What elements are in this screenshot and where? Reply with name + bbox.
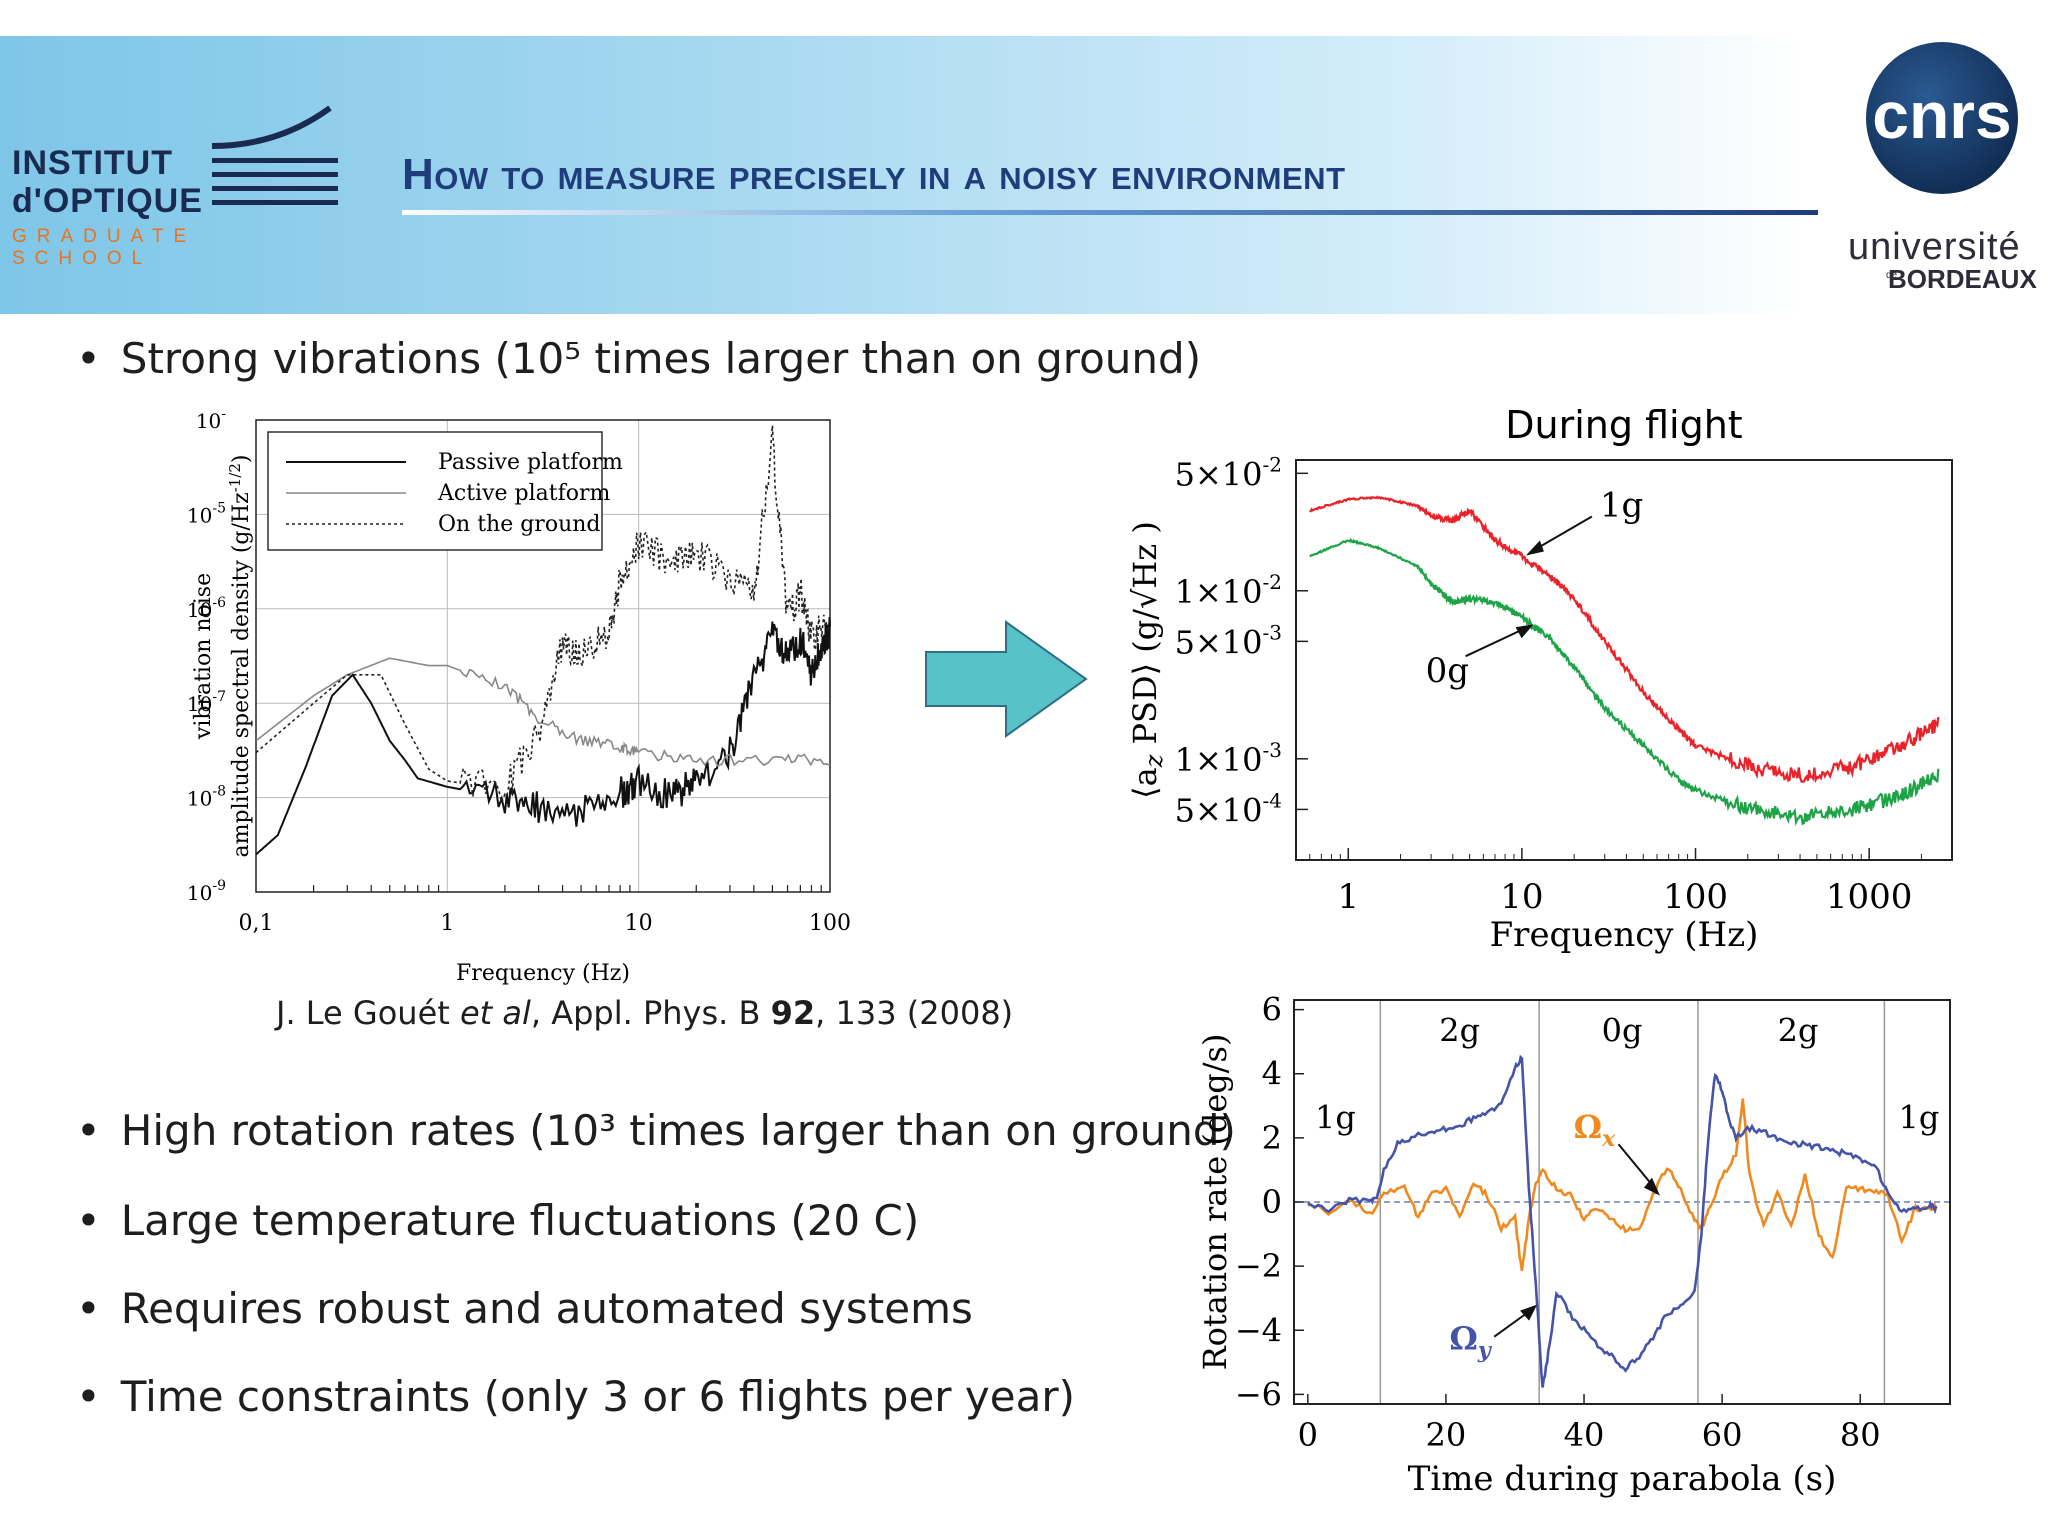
bullet-rotation: • High rotation rates (10³ times larger t… (76, 1106, 1236, 1155)
chart3-phase-label: 0g (1602, 1012, 1643, 1050)
chart2-y-tick-label: 5×10-4 (1175, 788, 1282, 829)
chart2-x-tick-label: 1000 (1826, 877, 1913, 917)
chart1-x-tick-label: 100 (809, 911, 851, 936)
chart2-x-tick-label: 100 (1663, 877, 1728, 917)
chart3-phase-label: 2g (1439, 1012, 1480, 1050)
chart2-axes-frame (1295, 459, 1953, 861)
chart1-y-tick-label: 10-7 (187, 689, 226, 716)
chart3-x-tick-label: 0 (1298, 1416, 1318, 1454)
bullet-vibrations: • Strong vibrations (10⁵ times larger tha… (76, 334, 1202, 383)
chart3-annotation-arrowhead (1643, 1177, 1660, 1196)
chart1-x-tick-label: 10 (625, 911, 653, 936)
chart2-series-1g (1309, 495, 1940, 784)
chart1-series-solid (255, 617, 831, 856)
chart2-annotation-label: 0g (1426, 651, 1469, 691)
chart3-x-tick-label: 60 (1702, 1416, 1743, 1454)
chart1-legend-label: On the ground (438, 512, 601, 537)
chart1-y-axis-label-2: vibration noise (191, 573, 216, 740)
citation-journal: , Appl. Phys. B (530, 994, 771, 1032)
header-band (0, 36, 2048, 314)
chart3-series-label-x: Ωx (1574, 1108, 1616, 1152)
institut-optique-logo: INSTITUT d'OPTIQUE GRADUATE SCHOOL (12, 100, 342, 269)
chart3-x-tick-label: 40 (1564, 1416, 1605, 1454)
chart3-x-tick-label: 80 (1840, 1416, 1881, 1454)
chart3-y-axis-label: Rotation rate (deg/s) (1196, 1034, 1234, 1371)
logo-line-optique: d'OPTIQUE (12, 182, 203, 220)
chart1-y-tick-label: 10-6 (187, 595, 226, 622)
bullet-robust: • Requires robust and automated systems (76, 1284, 973, 1333)
vibration-spectrum-chart: 0,1 1 10 100 10-9 10-8 10-7 10-6 10-5 10- Passive… (187, 406, 851, 986)
chart3-y-tick-label: −6 (1235, 1375, 1282, 1413)
chart1-x-axis-label: Frequency (Hz) (456, 961, 630, 986)
logo-line-institut: INSTITUT (12, 144, 173, 182)
bullet-text: Strong vibrations (10⁵ times larger than… (120, 334, 1202, 383)
chart2-annotation-arrowhead (1525, 540, 1544, 556)
logo-line-graduate-school: GRADUATE SCHOOL (12, 226, 197, 269)
chart3-x-tick-label: 20 (1426, 1416, 1467, 1454)
cnrs-logo-text: cnrs (1872, 78, 2011, 152)
chart3-phase-label: 1g (1315, 1098, 1356, 1136)
chart1-x-tick-label: 0,1 (239, 911, 274, 936)
chart1-series-thin (255, 657, 831, 767)
chart3-series-label-y: Ωy (1449, 1319, 1492, 1363)
chart2-series-0g (1309, 537, 1940, 827)
chart1-y-axis-label: amplitude spectral density (g/Hz-1/2) (226, 455, 254, 858)
chart3-y-tick-label: −2 (1235, 1247, 1282, 1285)
chart1-legend-label: Passive platform (438, 450, 623, 475)
chart2-annotation-arrowhead (1515, 624, 1534, 639)
citation-etal: et al (459, 994, 531, 1032)
bullet-text: Requires robust and automated systems (120, 1284, 973, 1333)
citation-volume: 92 (770, 994, 816, 1032)
chart2-x-axis-label: Frequency (Hz) (1490, 915, 1759, 955)
chart2-y-tick-label: 1×10-2 (1175, 570, 1282, 611)
chart3-y-tick-label: 0 (1262, 1183, 1282, 1221)
bullet-text: Time constraints (only 3 or 6 flights pe… (120, 1372, 1076, 1421)
citation-authors: J. Le Gouét (276, 994, 460, 1032)
swoosh-icon (211, 105, 338, 205)
chart1-y-tick-label: 10-9 (187, 878, 226, 905)
chart3-annotation-arrowhead (1520, 1304, 1538, 1321)
universite-logo-line1: université (1848, 226, 2021, 268)
chart3-axes-frame (1293, 999, 1951, 1405)
chart1-y-tick-label: 10-5 (187, 500, 226, 527)
chart2-y-tick-label: 1×10-3 (1175, 738, 1282, 779)
chart3-y-tick-label: 4 (1262, 1055, 1282, 1093)
title-underline (402, 210, 1818, 215)
citation: J. Le Gouét et al, Appl. Phys. B 92, 133… (276, 994, 1013, 1032)
slide-title: How to measure precisely in a noisy envi… (402, 150, 1346, 199)
chart3-y-tick-label: 2 (1262, 1119, 1282, 1157)
chart3-y-tick-label: −4 (1235, 1311, 1282, 1349)
chart2-y-tick-label: 5×10-3 (1175, 620, 1282, 661)
universite-logo-line2: BORDEAUX (1888, 264, 2037, 294)
chart2-x-tick-label: 10 (1500, 877, 1543, 917)
chart1-y-tick-label: 10-8 (187, 784, 226, 811)
chart2-y-axis-label: ⟨az PSD⟩ (g/√Hz ) (1126, 521, 1168, 799)
chart3-series-y (1307, 1054, 1938, 1388)
chart3-phase-label: 2g (1778, 1012, 1819, 1050)
chart1-y-tick-label: 10- (196, 406, 226, 433)
universite-logo-de: de (1886, 270, 1898, 281)
chart3-phase-label: 1g (1899, 1098, 1940, 1136)
bullet-text: High rotation rates (10³ times larger th… (120, 1106, 1236, 1155)
right-arrow-icon (925, 620, 1088, 738)
flight-psd-chart: During flight 1 10 100 1000 5×10-2 1×10-2 5×10… (1126, 403, 1953, 955)
citation-rest: , 133 (2008) (815, 994, 1014, 1032)
chart2-title: During flight (1505, 403, 1742, 447)
chart2-annotation-label: 1g (1600, 485, 1643, 525)
chart2-y-tick-label: 5×10-2 (1175, 452, 1282, 493)
bullet-temperature: • Large temperature fluctuations (20 C) (76, 1196, 920, 1245)
chart1-legend-box (267, 431, 603, 551)
chart1-axes-frame (255, 419, 831, 893)
chart1-x-tick-label: 1 (440, 911, 454, 936)
chart3-series-x (1307, 1098, 1938, 1271)
bullet-text: Large temperature fluctuations (20 C) (120, 1196, 920, 1245)
chart1-legend: Passive platform Active platform On the gr… (267, 431, 623, 551)
chart1-legend-label: Active platform (437, 481, 611, 506)
chart3-x-axis-label: Time during parabola (s) (1408, 1459, 1837, 1499)
bullet-time: • Time constraints (only 3 or 6 flights p… (76, 1372, 1076, 1421)
chart2-x-tick-label: 1 (1337, 877, 1359, 917)
cnrs-logo: cnrs (1866, 42, 2018, 194)
chart3-y-tick-label: 6 (1262, 991, 1282, 1029)
